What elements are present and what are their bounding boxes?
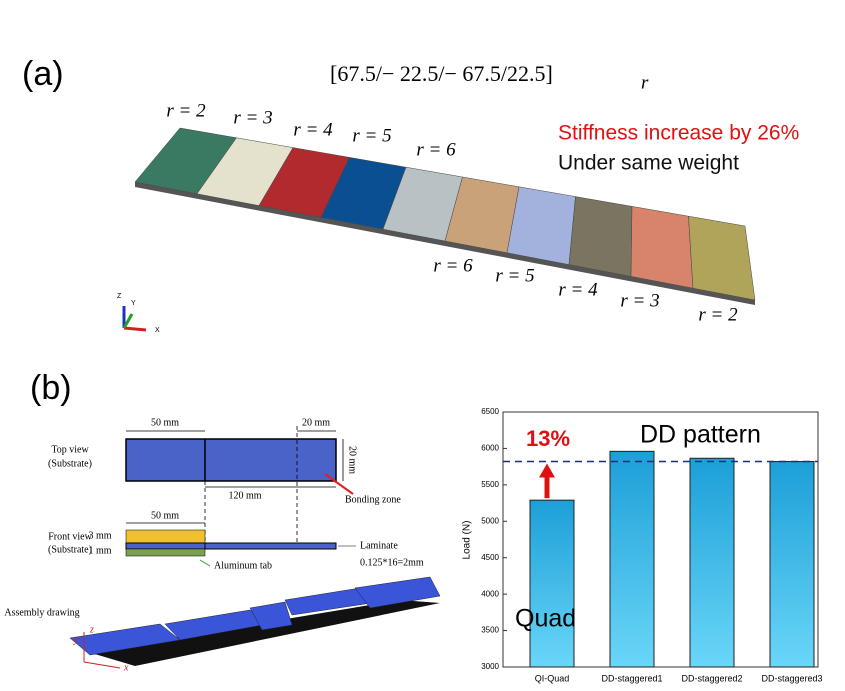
y-tick-label: 3000: [481, 662, 499, 671]
ply-block: [630, 206, 694, 289]
pattern-label: DD pattern: [640, 421, 761, 449]
y-axis-label: Load (N): [462, 521, 473, 560]
y-tick-label: 5500: [481, 480, 499, 489]
assembly-drawing: z y x: [69, 576, 441, 673]
y-tick-label: 4500: [481, 553, 499, 562]
formula: [67.5/− 22.5/− 67.5/22.5]: [330, 61, 553, 86]
ply-label: r = 2: [166, 100, 206, 121]
arrow-head: [539, 463, 555, 478]
axis-name: Z: [117, 293, 122, 300]
axis-name: Y: [131, 300, 136, 307]
panel-label: (a): [22, 55, 64, 93]
view-label: (Substrate): [48, 458, 92, 469]
axis-triad: Z Y X: [117, 293, 160, 334]
panel-a: (a) [67.5/− 22.5/− 67.5/22.5] r Stiffnes…: [22, 55, 799, 334]
callout: Laminate: [360, 540, 398, 551]
ply-label: r = 3: [233, 107, 272, 128]
ply-label: r = 4: [293, 119, 333, 140]
bar: [529, 499, 575, 668]
callout: Bonding zone: [345, 494, 401, 505]
ply-block: [568, 196, 633, 277]
axis-name: z: [89, 624, 94, 635]
y-tick-label: 3500: [481, 626, 499, 635]
ply-edge: [321, 217, 383, 235]
panel-label: (b): [30, 369, 72, 407]
view-label: Top view: [51, 444, 89, 455]
ply-label: r = 2: [698, 304, 738, 325]
dimension: 50 mm: [151, 510, 179, 521]
x-tick-label: DD-staggered3: [761, 673, 822, 683]
dimension: 3 mm: [88, 530, 111, 541]
ply-label: r = 3: [620, 290, 659, 311]
callout: 0.125*16=2mm: [360, 557, 424, 568]
axis-name: x: [123, 662, 129, 673]
ply-edge: [259, 205, 321, 223]
dimension: 20 mm: [302, 417, 330, 428]
axis-name: X: [155, 327, 160, 334]
dimension: 20 mm: [347, 446, 358, 474]
bar: [769, 461, 815, 668]
x-tick-label: QI-Quad: [535, 673, 570, 683]
axis-name: y: [73, 634, 79, 645]
increase-label: 13%: [526, 426, 570, 451]
dimension: 120 mm: [228, 490, 261, 501]
view-label: (Substrate): [48, 544, 92, 555]
formula-subscript: r: [641, 72, 649, 93]
dimension: 50 mm: [151, 417, 179, 428]
ply-edge: [383, 229, 445, 246]
x-tick-label: DD-staggered1: [601, 673, 662, 683]
ply-label: r = 5: [352, 125, 391, 146]
ply-label: r = 6: [433, 255, 473, 276]
bar-chart: Load (N) 3000 3500 4000 4500 5000 5500 6000 650…: [462, 407, 823, 683]
ply-block: [506, 186, 576, 265]
ply-edge: [631, 276, 693, 294]
y-tick-label: 6500: [481, 407, 499, 416]
plot-frame: [502, 411, 819, 668]
bar: [689, 457, 735, 668]
y-tick-label: 5000: [481, 516, 499, 525]
ply-label: r = 5: [495, 265, 534, 286]
ply-edge: [445, 241, 507, 258]
note: Under same weight: [558, 152, 739, 175]
panel-b: (b) Top view (Substrate) 50 mm 20 mm 20 …: [4, 369, 441, 673]
quad-label: Quad: [515, 605, 576, 633]
ply-block: [688, 215, 756, 301]
dimension: 1 mm: [88, 545, 111, 556]
ply-label: r = 6: [416, 139, 456, 160]
ply-edge: [507, 252, 569, 270]
y-tick-label: 6000: [481, 444, 499, 453]
ply-edge: [569, 264, 631, 282]
ply-edge: [135, 182, 197, 199]
x-tick-label: DD-staggered2: [681, 673, 742, 683]
highlight: Stiffness increase by 26%: [558, 122, 799, 145]
ply-edge: [693, 288, 755, 305]
bar: [609, 450, 655, 668]
view-label: Assembly drawing: [4, 607, 79, 618]
ply-label: r = 4: [558, 279, 598, 300]
ply-edge: [197, 193, 259, 211]
y-tick-label: 4000: [481, 589, 499, 598]
callout: Aluminum tab: [214, 560, 272, 571]
view-label: Front view: [48, 531, 92, 542]
